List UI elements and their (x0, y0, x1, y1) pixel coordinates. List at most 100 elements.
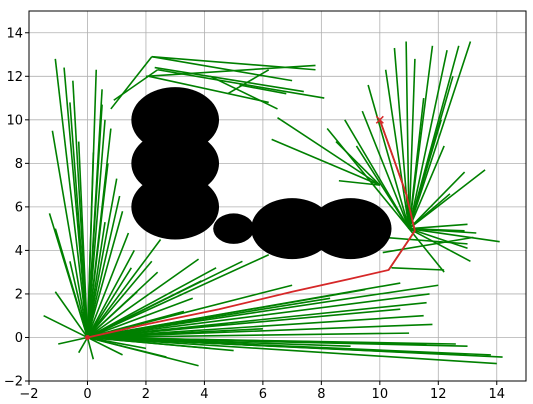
tree-edge (227, 69, 270, 95)
tree-edge (54, 291, 89, 338)
goal-marker-stroke (375, 115, 384, 124)
y-tick-label: −2 (4, 375, 23, 390)
tree-edge (367, 84, 410, 229)
x-tick-label: 14 (488, 387, 505, 402)
y-tick-label: 10 (6, 113, 23, 128)
tree-edge (408, 97, 425, 229)
start-marker (84, 334, 90, 340)
tree-edge (154, 66, 304, 93)
tree-edge (408, 223, 468, 230)
tree-edge (87, 336, 123, 356)
tree-edge (408, 171, 466, 230)
solution-path (84, 119, 416, 340)
obstacles (131, 87, 392, 260)
tree-edge (409, 227, 477, 234)
tree-edge (384, 69, 410, 229)
tree-edge (69, 261, 89, 338)
tree-edge (408, 145, 445, 229)
tree-edge (87, 327, 263, 339)
x-tick-label: 10 (372, 387, 389, 402)
tree-edge (86, 178, 118, 338)
tree-edge (86, 337, 95, 360)
tree-edge (326, 128, 410, 230)
tree-edge (151, 55, 316, 71)
tree-edge (271, 138, 381, 186)
y-tick-label: 12 (6, 70, 23, 85)
y-tick-label: 4 (15, 244, 23, 259)
tree-edge (338, 179, 380, 186)
tree-edge (408, 227, 468, 249)
tree-edge (86, 291, 138, 339)
obstacle-circle (131, 174, 220, 240)
tree-edge (405, 41, 410, 229)
tree-edge (86, 260, 153, 338)
tree-edge (408, 119, 442, 229)
tree-edge (110, 56, 153, 110)
y-tick-label: 8 (15, 157, 23, 172)
x-tick-label: 2 (142, 387, 150, 402)
tree-edge (54, 58, 89, 338)
tree-edge (382, 236, 474, 254)
x-tick-label: 12 (430, 387, 447, 402)
tree-edge (86, 239, 162, 338)
tree-edge (86, 163, 109, 338)
tree-edge (87, 254, 270, 339)
tree-edge (408, 58, 416, 229)
tree-edge (382, 236, 468, 245)
tree-edge (148, 75, 269, 104)
tree-edge (391, 267, 445, 271)
tree-edge (86, 195, 121, 338)
tree-edge (77, 141, 89, 338)
path-line (87, 119, 416, 339)
tree-edge (87, 297, 193, 339)
x-tick-labels: −2 0 2 4 6 8 10 12 14 (19, 387, 505, 402)
obstacle-circle (309, 198, 392, 260)
tree-edge (87, 336, 167, 358)
x-tick-label: 8 (317, 387, 325, 402)
y-tick-label: 6 (15, 200, 23, 215)
tree-edge (69, 102, 89, 338)
tree-edge (113, 69, 159, 101)
tree-edge (408, 193, 451, 230)
tree-edge (87, 323, 228, 339)
tree-edge (239, 84, 287, 95)
tree-edge (145, 64, 316, 78)
tree-edge (86, 232, 130, 338)
tick-marks (25, 32, 498, 385)
tree-edge (408, 227, 500, 243)
tree-edge (87, 297, 167, 339)
obstacle-circle (251, 198, 334, 260)
y-tick-labels: −2 0 2 4 6 8 10 12 14 (4, 26, 23, 389)
tree-edge (209, 75, 278, 110)
tree-edge (87, 284, 439, 339)
x-tick-label: 6 (259, 387, 267, 402)
tree-edge (78, 337, 89, 354)
tree-edge (408, 228, 445, 273)
tree-edge (408, 227, 471, 263)
tree-edge (54, 228, 89, 338)
y-tick-label: 14 (6, 26, 23, 41)
tree-edge (51, 130, 89, 338)
tree-edge (86, 211, 124, 338)
tree-edge (86, 152, 95, 338)
tree-edge (361, 110, 410, 229)
tree-edge (87, 258, 200, 339)
tree-edge (87, 267, 217, 339)
tree-edge (87, 314, 424, 339)
tree-edge (157, 68, 325, 99)
tree-edge (408, 41, 472, 229)
x-tick-label: 4 (200, 387, 208, 402)
tree-edge (86, 267, 133, 338)
x-tick-label: 0 (83, 387, 91, 402)
tree-edge (87, 336, 275, 347)
tree-edge (86, 250, 135, 338)
tree-edge (43, 314, 88, 339)
tree-edge (151, 55, 293, 82)
tree-edge (86, 221, 106, 338)
tree-edge (87, 336, 497, 365)
tree-edge (87, 336, 147, 350)
y-tick-label: 0 (15, 331, 23, 346)
tree-edge (355, 145, 410, 230)
tree-edge (86, 119, 106, 338)
tree-edge (87, 282, 401, 339)
